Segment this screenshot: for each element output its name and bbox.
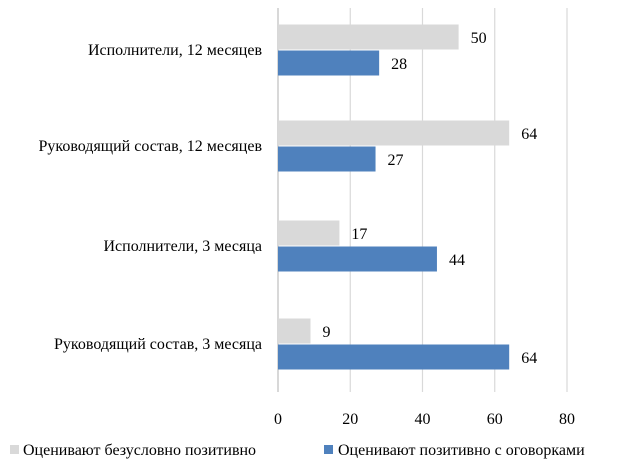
- category-label-1: Исполнители, 12 месяцев: [88, 42, 263, 59]
- category-label-2: Руководящий состав, 12 месяцев: [38, 138, 262, 155]
- data-label-series2-cat2: 27: [388, 152, 404, 169]
- bar-series2-cat3: [278, 246, 437, 272]
- bar-series2-cat1: [278, 50, 380, 76]
- legend-swatch-1: [10, 445, 19, 454]
- legend-label-1: Оценивают безусловно позитивно: [23, 442, 256, 459]
- data-label-series2-cat3: 44: [449, 252, 465, 269]
- bars: [278, 24, 510, 370]
- bar-series1-cat3: [278, 220, 340, 246]
- data-label-series1-cat2: 64: [521, 126, 537, 143]
- x-tick-label-20: 20: [342, 411, 358, 428]
- data-label-series1-cat1: 50: [471, 30, 487, 47]
- category-label-3: Исполнители, 3 месяца: [103, 238, 262, 255]
- bar-series1-cat1: [278, 24, 459, 50]
- x-axis-tick-labels: 0 20 40 60 80: [274, 411, 575, 428]
- x-tick-label-60: 60: [487, 411, 503, 428]
- bar-series2-cat2: [278, 146, 376, 172]
- legend: Оценивают безусловно позитивно Оценивают …: [10, 442, 585, 459]
- data-labels: 50 28 64 27 17 44 9 64: [323, 30, 538, 367]
- x-tick-label-0: 0: [274, 411, 282, 428]
- legend-swatch-2: [324, 445, 333, 454]
- data-label-series1-cat4: 9: [323, 324, 331, 341]
- data-label-series1-cat3: 17: [351, 226, 367, 243]
- bar-series2-cat4: [278, 344, 510, 370]
- bar-series1-cat4: [278, 318, 311, 344]
- legend-label-2: Оценивают позитивно с оговорками: [338, 442, 585, 459]
- category-label-4: Руководящий состав, 3 месяца: [54, 336, 262, 353]
- x-tick-label-80: 80: [559, 411, 575, 428]
- data-label-series2-cat4: 64: [521, 350, 537, 367]
- bar-series1-cat2: [278, 120, 510, 146]
- x-tick-label-40: 40: [415, 411, 431, 428]
- data-label-series2-cat1: 28: [391, 56, 407, 73]
- category-labels: Исполнители, 12 месяцев Руководящий соста…: [38, 42, 262, 353]
